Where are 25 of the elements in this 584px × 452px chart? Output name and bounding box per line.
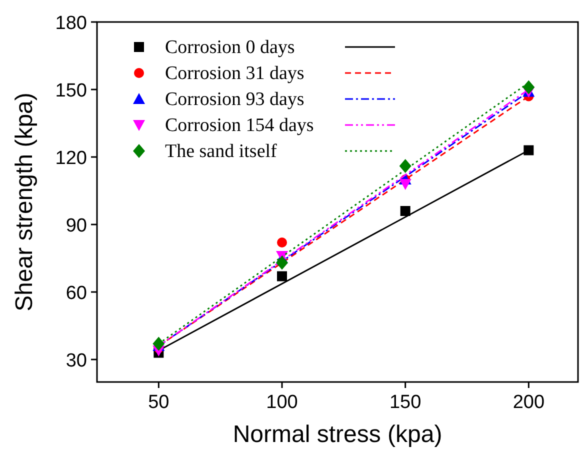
y-tick-label: 150 [55,80,87,102]
x-tick-label: 50 [148,392,170,413]
y-tick-label: 30 [66,350,87,372]
point [524,145,534,156]
y-tick-label: 60 [66,283,87,304]
point [400,206,410,216]
legend-label: Corrosion 154 days [165,115,314,136]
point [276,256,288,270]
point [399,179,412,190]
legend-label: Corrosion 0 days [165,37,295,58]
point [277,238,287,248]
x-axis-title: Normal stress (kpa) [232,421,442,448]
point [522,80,535,94]
y-tick-label: 120 [55,148,87,169]
point [277,271,287,282]
y-tick-label: 90 [66,216,87,236]
x-tick-label: 150 [389,392,422,413]
point [399,159,412,173]
legend-label: Corrosion 31 days [165,63,304,84]
legend-label: Corrosion 93 days [165,89,304,110]
y-axis-title: Shear strength (kpa) [11,92,38,312]
y-tick-label: 180 [55,13,87,34]
x-tick-label: 200 [512,392,545,413]
x-tick-label: 100 [266,392,298,413]
legend-label: The sand itself [165,141,278,162]
